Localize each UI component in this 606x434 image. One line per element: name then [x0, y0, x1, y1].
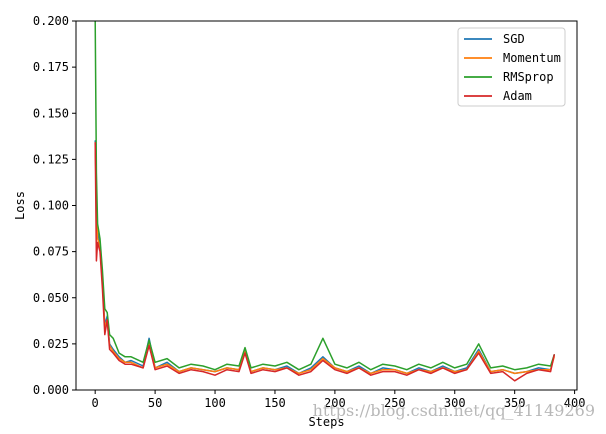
watermark: https://blog.csdn.net/qq_41149269 — [313, 401, 595, 420]
x-tick-label: 100 — [204, 396, 226, 410]
y-tick-label: 0.025 — [33, 337, 69, 351]
legend-label-adam: Adam — [503, 89, 532, 103]
x-axis-label: Steps — [308, 415, 344, 429]
y-tick-label: 0.125 — [33, 152, 69, 166]
legend: SGD Momentum RMSprop Adam — [457, 27, 566, 107]
y-axis: 0.000 0.025 0.050 0.075 0.100 0.125 0.150 0.175… — [33, 14, 76, 397]
x-axis: 0 50 100 150 200 250 300 350 400 — [92, 390, 586, 410]
legend-label-rmsprop: RMSprop — [503, 70, 554, 84]
series-line-adam — [94, 142, 555, 382]
y-axis-label: Loss — [13, 191, 27, 220]
legend-label-momentum: Momentum — [503, 51, 561, 65]
y-tick-label: 0.150 — [33, 106, 69, 120]
legend-label-sgd: SGD — [503, 32, 525, 46]
x-tick-label: 400 — [564, 396, 586, 410]
y-tick-label: 0.075 — [33, 245, 69, 259]
series-lines — [94, 21, 555, 382]
x-tick-label: 50 — [148, 396, 162, 410]
x-tick-label: 150 — [264, 396, 286, 410]
series-line-rmsprop — [94, 21, 555, 371]
x-tick-label: 200 — [324, 396, 346, 410]
y-tick-label: 0.175 — [33, 60, 69, 74]
y-tick-label: 0.100 — [33, 199, 69, 213]
legend-box — [457, 27, 566, 107]
x-tick-label: 0 — [92, 396, 99, 410]
y-tick-label: 0.200 — [33, 14, 69, 28]
y-tick-label: 0.000 — [33, 383, 69, 397]
x-tick-label: 300 — [444, 396, 466, 410]
x-tick-label: 250 — [384, 396, 406, 410]
x-tick-label: 350 — [504, 396, 526, 410]
y-tick-label: 0.050 — [33, 291, 69, 305]
